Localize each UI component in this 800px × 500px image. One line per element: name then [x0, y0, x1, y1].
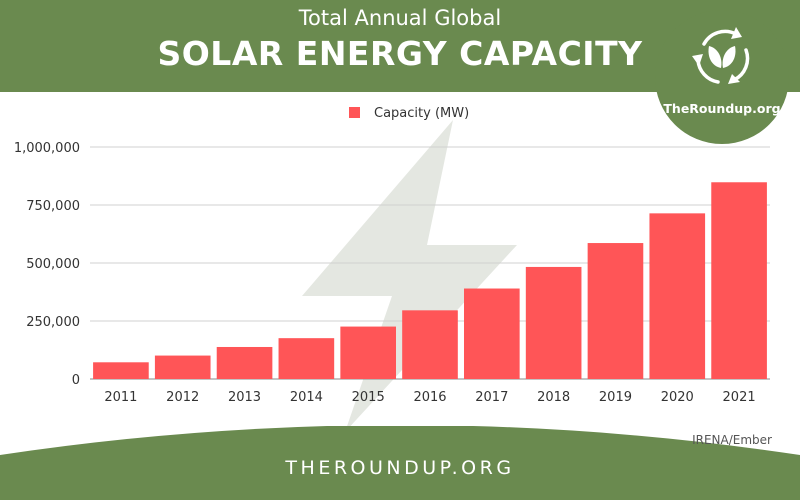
x-tick-label: 2021 [723, 390, 756, 405]
legend-label: Capacity (MW) [374, 106, 469, 121]
bar [278, 338, 335, 379]
bar [402, 310, 458, 379]
bar [464, 288, 520, 379]
y-tick-label: 750,000 [26, 199, 80, 214]
x-tick-label: 2016 [413, 390, 446, 405]
bar [525, 266, 582, 379]
chart-title: SOLAR ENERGY CAPACITY [157, 34, 643, 73]
x-tick-label: 2020 [661, 390, 694, 405]
lightning-bolt-icon [302, 120, 517, 426]
footer-url[interactable]: THEROUNDUP.ORG [285, 457, 515, 479]
x-tick-label: 2017 [475, 390, 508, 405]
x-tick-label: 2018 [537, 390, 570, 405]
footer-banner [0, 426, 800, 500]
x-tick-label: 2014 [290, 390, 323, 405]
chart-subtitle: Total Annual Global [298, 6, 502, 30]
bar [587, 243, 644, 379]
y-tick-label: 1,000,000 [14, 141, 80, 156]
legend-swatch [349, 107, 360, 118]
x-tick-label: 2015 [352, 390, 385, 405]
bar [154, 355, 211, 379]
x-tick-label: 2012 [166, 390, 199, 405]
logo-text: TheRoundup.org [663, 101, 781, 116]
x-tick-label: 2019 [599, 390, 632, 405]
source-label: IRENA/Ember [692, 433, 772, 447]
footer-arc [0, 426, 800, 500]
x-tick-label: 2011 [104, 390, 137, 405]
y-tick-label: 500,000 [26, 257, 80, 272]
y-tick-label: 250,000 [26, 315, 80, 330]
bar [340, 326, 396, 379]
bar [649, 213, 706, 379]
bar [93, 362, 149, 379]
bar [711, 182, 767, 379]
x-tick-label: 2013 [228, 390, 261, 405]
recycle-leaf-icon [692, 27, 750, 84]
bar-chart: 0 250,000 500,000 750,000 1,000,000 2011 2012 2… [14, 106, 770, 426]
bar [216, 346, 273, 379]
y-tick-label: 0 [72, 373, 80, 388]
